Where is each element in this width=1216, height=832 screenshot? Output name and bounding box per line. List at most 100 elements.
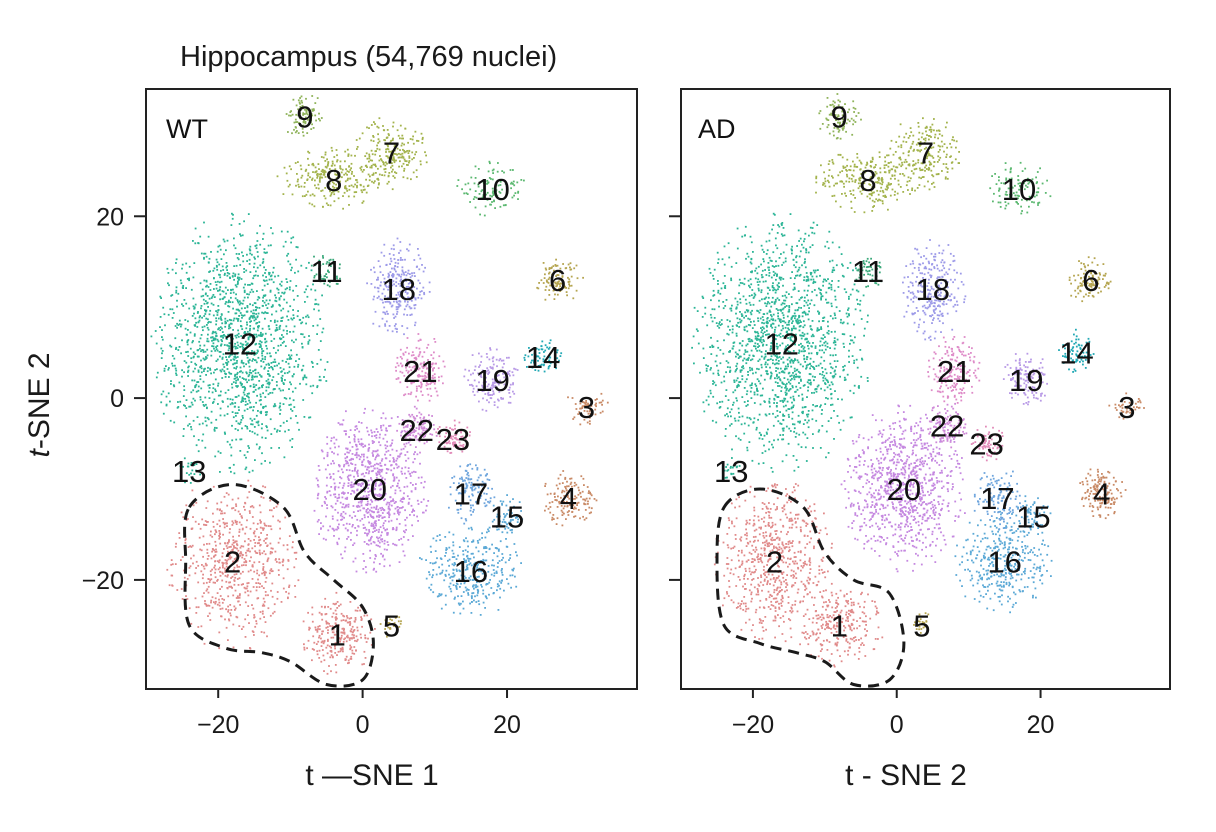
point (263, 600, 266, 603)
point (513, 505, 515, 508)
point (552, 289, 555, 292)
point (498, 580, 501, 583)
point (239, 342, 242, 345)
point (372, 136, 375, 138)
point (410, 313, 413, 316)
point (182, 395, 185, 397)
point (476, 565, 478, 567)
point (283, 292, 285, 295)
point (161, 336, 163, 338)
point (217, 403, 219, 405)
point (356, 518, 359, 521)
point (347, 492, 349, 494)
point (326, 442, 329, 445)
point (504, 515, 506, 518)
point (458, 578, 461, 581)
point (408, 161, 410, 164)
point (495, 358, 498, 361)
point (281, 374, 284, 377)
point (482, 194, 485, 196)
point (584, 509, 587, 511)
point (198, 536, 201, 539)
point (439, 594, 442, 597)
point (575, 507, 577, 510)
point (281, 334, 283, 336)
point (289, 183, 291, 186)
point (374, 628, 376, 630)
point (238, 534, 240, 537)
point (206, 326, 209, 329)
point (272, 405, 275, 408)
point (383, 558, 386, 561)
point (192, 351, 195, 354)
point (319, 177, 321, 180)
point (262, 566, 265, 568)
point (290, 168, 292, 171)
point (332, 478, 335, 481)
point (280, 309, 283, 312)
point (551, 361, 554, 364)
point (331, 160, 334, 163)
point (306, 113, 309, 116)
point (547, 282, 550, 284)
point (175, 348, 177, 350)
point (318, 179, 321, 182)
point (183, 404, 185, 407)
point (264, 581, 267, 583)
point (371, 452, 374, 454)
point (481, 568, 484, 570)
point (336, 630, 338, 633)
point (247, 338, 250, 341)
point (239, 264, 242, 266)
point (395, 308, 398, 311)
point (501, 502, 503, 505)
point (270, 355, 272, 358)
point (172, 384, 175, 387)
point (288, 286, 291, 289)
point (389, 263, 391, 265)
point (313, 308, 315, 311)
point (331, 162, 334, 165)
point (293, 298, 295, 301)
point (386, 136, 389, 139)
point (204, 520, 207, 522)
point (403, 149, 405, 152)
point (326, 164, 329, 167)
point (261, 289, 264, 291)
point (362, 568, 365, 570)
point (573, 508, 575, 510)
point (588, 410, 591, 413)
point (391, 170, 393, 173)
point (214, 369, 217, 371)
point (285, 591, 287, 593)
point (335, 671, 338, 674)
point (339, 638, 342, 641)
point (170, 559, 173, 561)
point (393, 176, 396, 179)
point (322, 263, 325, 265)
point (229, 604, 232, 606)
point (554, 282, 557, 285)
point (212, 339, 215, 342)
point (234, 576, 237, 579)
point (230, 545, 232, 548)
point (236, 360, 238, 362)
point (396, 237, 399, 240)
point (405, 160, 408, 163)
point (354, 463, 357, 466)
point (538, 352, 541, 354)
point (556, 351, 558, 354)
point (320, 170, 323, 173)
point (392, 168, 394, 171)
point (392, 500, 395, 502)
point (171, 574, 174, 577)
point (434, 550, 437, 552)
point (377, 167, 379, 170)
point (564, 478, 567, 480)
point (183, 569, 185, 572)
point (452, 544, 455, 547)
point (176, 299, 178, 302)
point (219, 588, 221, 590)
point (403, 143, 405, 146)
point (327, 270, 329, 273)
